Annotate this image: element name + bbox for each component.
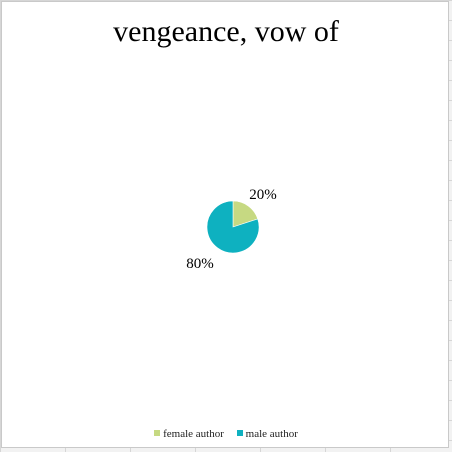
legend-label-female-author: female author xyxy=(163,428,224,440)
legend-swatch-male-author xyxy=(236,430,243,436)
legend-item-female-author: female author xyxy=(154,428,224,440)
legend-swatch-female-author xyxy=(154,430,161,436)
chart-title: vengeance, vow of xyxy=(113,15,339,48)
pie-slice-male-author[interactable] xyxy=(206,200,260,254)
legend: female author male author xyxy=(2,428,450,440)
legend-item-male-author: male author xyxy=(236,428,298,440)
legend-label-male-author: male author xyxy=(245,428,298,440)
data-label-male-author: 80% xyxy=(186,256,214,272)
data-label-female-author: 20% xyxy=(249,187,277,203)
